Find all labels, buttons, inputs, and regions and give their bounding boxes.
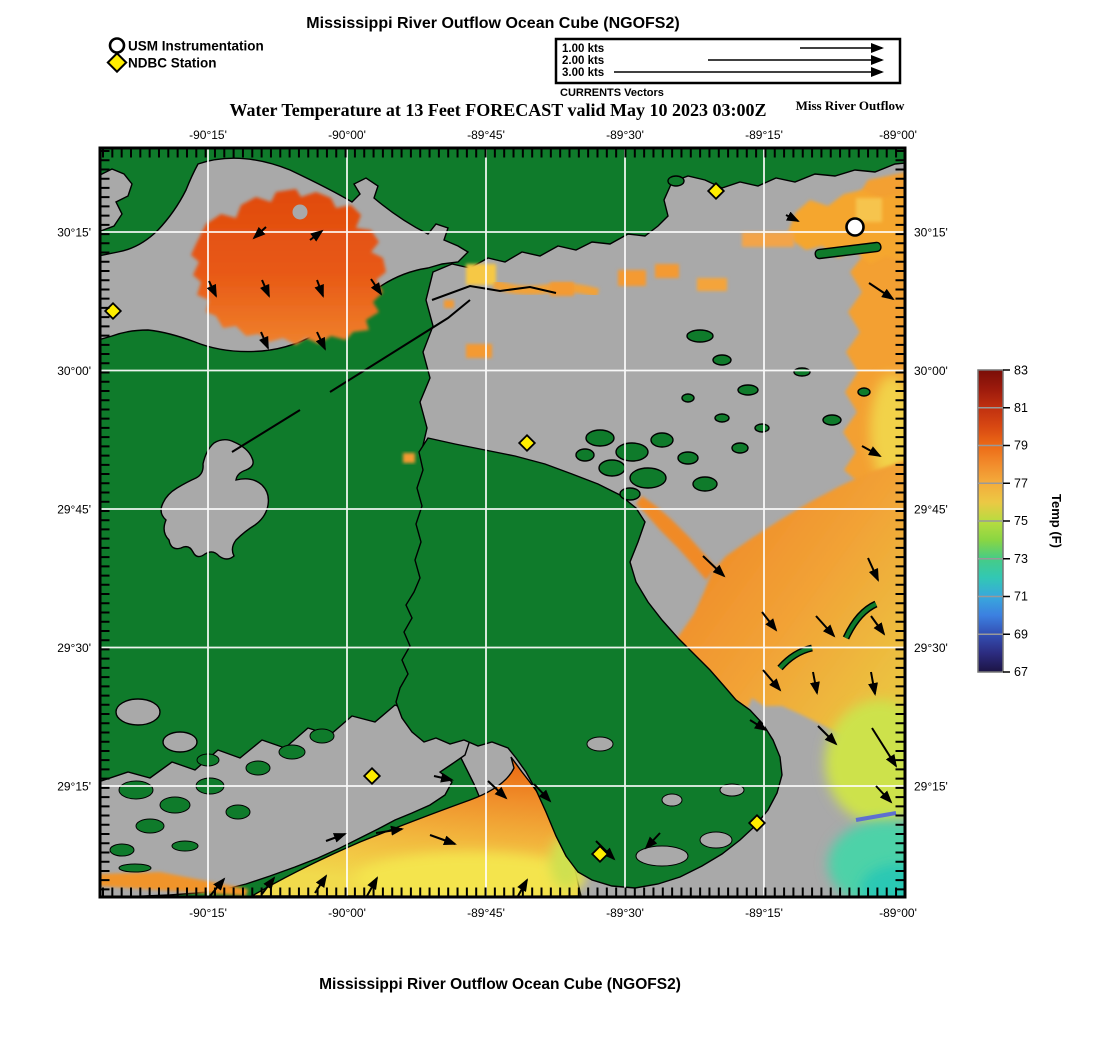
footer-title: Mississippi River Outflow Ocean Cube (NG… — [319, 976, 681, 993]
lake-maurepas — [160, 439, 270, 560]
marker-legend: USM Instrumentation NDBC Station — [106, 37, 264, 74]
vector-legend-2kt: 2.00 kts — [562, 55, 604, 67]
canal-lines — [231, 284, 897, 822]
colorbar-labels: 83 81 79 77 75 73 71 69 67 — [1014, 364, 1028, 680]
y-axis-labels-right: 30°15' 30°00' 29°45' 29°30' 29°15' — [914, 226, 948, 794]
y-axis-label: 29°45' — [914, 503, 948, 517]
colorbar-tick-label: 79 — [1014, 439, 1028, 453]
x-axis-label: -89°45' — [467, 906, 505, 920]
ndbc-station-marker — [362, 766, 382, 786]
ndbc-station-marker — [706, 181, 726, 201]
vector-scale-legend: 1.00 kts 2.00 kts 3.00 kts CURRENTS Vect… — [554, 37, 902, 99]
ndbc-station-marker — [590, 844, 610, 864]
vector-legend-box — [554, 37, 902, 85]
y-axis-label: 29°30' — [57, 641, 91, 655]
usm-station-marker — [845, 217, 865, 237]
y-axis-label: 30°00' — [57, 364, 91, 378]
colorbar: 83 81 79 77 75 73 71 69 67 Temp (F) — [977, 364, 1064, 680]
map-frame — [98, 146, 907, 899]
pass-flow-temp-field — [636, 496, 716, 580]
y-axis-labels-left: 30°15' 30°00' 29°45' 29°30' 29°15' — [57, 226, 91, 794]
ndbc-legend-label: NDBC Station — [128, 56, 217, 71]
x-axis-label: -89°15' — [745, 906, 783, 920]
pontchartrain-temp-field — [191, 189, 386, 345]
colorbar-tick-label: 77 — [1014, 477, 1028, 491]
se-mild-field — [825, 700, 905, 824]
x-axis-label: -90°15' — [189, 128, 227, 142]
ndbc-legend-icon — [106, 51, 128, 74]
temp-field-gap — [292, 204, 308, 220]
x-axis-labels-top: -90°15' -90°00' -89°45' -89°30' -89°15' … — [189, 128, 917, 142]
x-axis-label: -89°00' — [879, 906, 917, 920]
marsh-pond — [115, 698, 161, 726]
y-axis-label: 30°15' — [914, 226, 948, 240]
y-axis-label: 30°15' — [57, 226, 91, 240]
x-axis-label: -90°00' — [328, 906, 366, 920]
delta-landmass — [395, 437, 783, 889]
se-coolest-field — [861, 864, 905, 897]
east-edge-warm-core — [870, 375, 905, 485]
colorbar-tick-label: 69 — [1014, 628, 1028, 642]
y-axis-label: 29°30' — [914, 641, 948, 655]
chandeleur-islands — [777, 600, 878, 671]
usm-legend-icon — [108, 37, 126, 54]
colorbar-tick-label: 73 — [1014, 552, 1028, 566]
vector-scale-arrows — [614, 43, 884, 77]
x-axis-label: -89°45' — [467, 128, 505, 142]
shore-warm-streak — [100, 872, 248, 896]
colorbar-tick-label: 67 — [1014, 665, 1028, 679]
region-label: Miss River Outflow — [796, 98, 905, 113]
colorbar-tick-label: 83 — [1014, 364, 1028, 378]
colorbar-gridlines — [978, 407, 1003, 635]
currents-caption: CURRENTS Vectors — [560, 87, 664, 99]
x-axis-label: -89°30' — [606, 128, 644, 142]
vector-legend-1kt: 1.00 kts — [562, 43, 604, 55]
x-axis-label: -89°00' — [879, 128, 917, 142]
ndbc-station-marker — [747, 813, 767, 833]
forecast-subtitle: Water Temperature at 13 Feet FORECAST va… — [230, 100, 767, 120]
warm-streak — [742, 232, 794, 247]
vector-legend-3kt: 3.00 kts — [562, 67, 604, 79]
delta-ponds — [586, 736, 745, 867]
page-title: Mississippi River Outflow Ocean Cube (NG… — [306, 15, 679, 32]
x-axis-label: -90°15' — [189, 906, 227, 920]
marsh-islands — [109, 728, 335, 873]
colorbar-ticks — [1003, 369, 1010, 673]
colorbar-tick-label: 81 — [1014, 401, 1028, 415]
sound-islands — [575, 175, 882, 501]
colorbar-tick-label: 75 — [1014, 514, 1028, 528]
x-axis-labels-bottom: -90°15' -90°00' -89°45' -89°30' -89°15' … — [189, 906, 917, 920]
land-overlays — [109, 175, 882, 889]
station-markers — [103, 181, 865, 864]
grid-lines — [100, 148, 905, 897]
colorbar-tick-label: 71 — [1014, 590, 1028, 604]
x-axis-label: -89°30' — [606, 906, 644, 920]
colorbar-title: Temp (F) — [1049, 494, 1064, 548]
map-area: -90°15' -90°00' -89°45' -89°30' -89°15' … — [57, 128, 948, 920]
x-axis-label: -90°00' — [328, 128, 366, 142]
marsh-pond — [162, 731, 198, 753]
ndbc-station-marker — [517, 433, 537, 453]
warm-patch — [856, 198, 882, 222]
y-axis-label: 29°15' — [57, 780, 91, 794]
y-axis-label: 29°45' — [57, 503, 91, 517]
usm-legend-label: USM Instrumentation — [128, 39, 264, 54]
y-axis-label: 30°00' — [914, 364, 948, 378]
y-axis-label: 29°15' — [914, 780, 948, 794]
x-axis-label: -89°15' — [745, 128, 783, 142]
